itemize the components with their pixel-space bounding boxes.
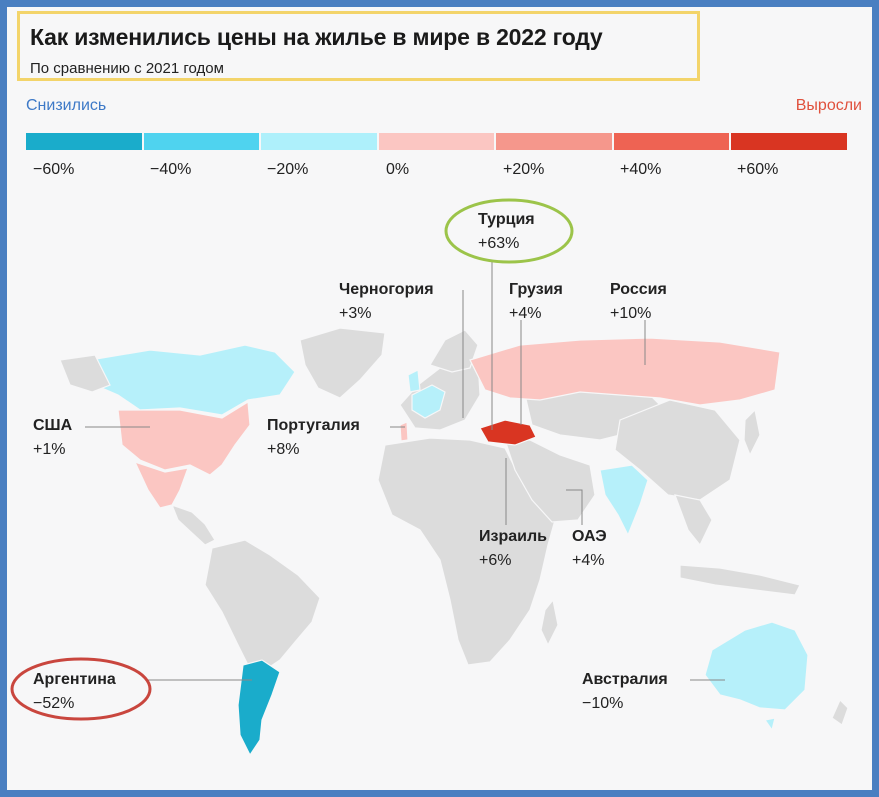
leader-uae — [566, 489, 583, 525]
scandinavia — [429, 329, 479, 373]
country-name: Грузия — [509, 281, 563, 298]
mexico — [133, 460, 189, 509]
scale-segment-6 — [613, 133, 732, 150]
portugal — [399, 421, 409, 442]
scale-tick: 0% — [386, 161, 410, 178]
country-value: +4% — [572, 552, 605, 569]
scale-segment-3 — [261, 133, 379, 150]
label-argentina: Аргентина −52% — [33, 668, 116, 716]
label-russia: Россия +10% — [610, 278, 667, 326]
uk — [407, 369, 421, 393]
country-value: +4% — [509, 305, 542, 322]
country-name: США — [33, 417, 73, 434]
country-value: +1% — [33, 441, 66, 458]
argentina-highlight-circle — [10, 657, 152, 721]
se-asia — [674, 494, 713, 547]
label-usa: США +1% — [33, 414, 72, 462]
scale-segment-5 — [496, 133, 614, 150]
tasmania — [763, 717, 776, 732]
nz — [831, 698, 849, 726]
west-europe — [411, 384, 446, 419]
scale-segment-1 — [26, 133, 144, 150]
scale-tick: +20% — [503, 161, 545, 178]
label-uae: ОАЭ +4% — [572, 525, 607, 573]
country-value: −10% — [582, 695, 624, 712]
scale-tick: −40% — [150, 161, 192, 178]
label-georgia: Грузия +4% — [509, 278, 563, 326]
label-portugal: Португалия +8% — [267, 414, 360, 462]
label-israel: Израиль +6% — [479, 525, 547, 573]
scale-tick: −60% — [33, 161, 75, 178]
label-montenegro: Черногория +3% — [339, 278, 434, 326]
page-subtitle: По сравнению с 2021 годом — [30, 60, 224, 77]
title-box: Как изменились цены на жилье в мире в 20… — [17, 11, 700, 81]
central-america — [170, 503, 216, 546]
scale-tick: −20% — [267, 161, 309, 178]
scale-tick: +60% — [737, 161, 779, 178]
country-value: −52% — [33, 695, 75, 712]
usa — [117, 400, 251, 476]
country-value: +8% — [267, 441, 300, 458]
scale-segment-7 — [731, 133, 848, 150]
color-scale — [26, 133, 848, 150]
south-america — [204, 539, 321, 669]
country-name: Аргентина — [33, 671, 116, 688]
country-name: ОАЭ — [572, 528, 607, 545]
argentina — [237, 659, 281, 757]
africa — [377, 437, 556, 666]
label-turkey: Турция +63% — [478, 208, 535, 256]
japan — [743, 408, 761, 457]
country-value: +3% — [339, 305, 372, 322]
india — [599, 464, 649, 537]
middle-east — [504, 439, 596, 523]
label-australia: Австралия −10% — [582, 668, 668, 716]
canada — [89, 344, 296, 416]
country-value: +10% — [610, 305, 652, 322]
page-title: Как изменились цены на жилье в мире в 20… — [30, 24, 603, 50]
country-name: Австралия — [582, 671, 668, 688]
russia — [469, 337, 781, 406]
country-value: +6% — [479, 552, 512, 569]
country-name: Черногория — [339, 281, 434, 298]
alaska — [59, 354, 111, 393]
madagascar — [540, 598, 559, 647]
turkey — [479, 419, 537, 446]
turkey-highlight-circle — [444, 198, 574, 264]
country-value: +63% — [478, 235, 520, 252]
australia — [704, 621, 809, 711]
china — [614, 399, 741, 501]
scale-segment-2 — [143, 133, 262, 150]
country-name: Португалия — [267, 417, 360, 434]
indonesia — [679, 564, 801, 596]
legend-low-label: Снизились — [26, 97, 107, 114]
country-name: Израиль — [479, 528, 547, 545]
country-name: Россия — [610, 281, 667, 298]
greenland — [299, 327, 386, 399]
scale-segment-4 — [378, 133, 497, 150]
legend-high-label: Выросли — [795, 97, 862, 114]
country-name: Турция — [478, 211, 535, 228]
scale-tick: +40% — [620, 161, 662, 178]
